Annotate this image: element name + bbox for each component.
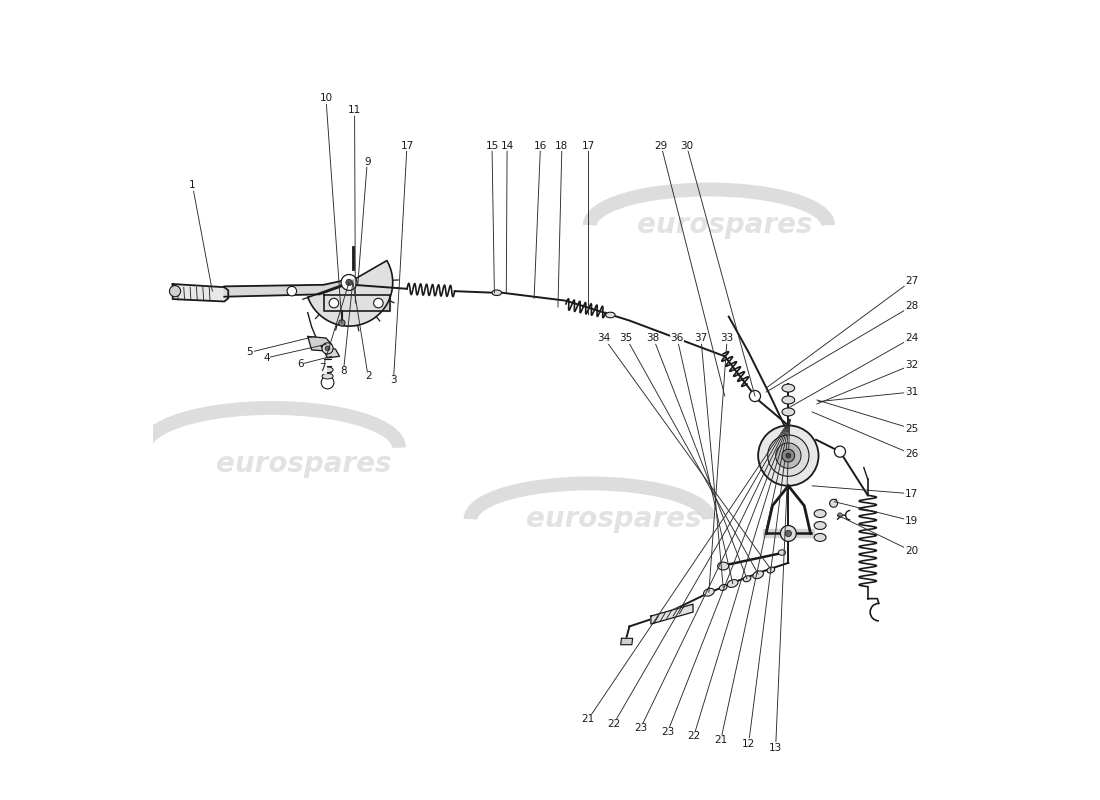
Polygon shape [323,295,389,311]
Ellipse shape [492,290,502,295]
Ellipse shape [814,522,826,530]
Text: 19: 19 [905,516,918,526]
Text: 17: 17 [905,489,918,498]
Text: 17: 17 [582,141,595,150]
Circle shape [835,446,846,457]
Ellipse shape [782,384,794,392]
Ellipse shape [719,585,727,590]
Ellipse shape [782,396,794,404]
Text: 1: 1 [189,181,196,190]
Circle shape [785,530,792,537]
Text: 16: 16 [534,141,547,150]
Ellipse shape [779,550,785,555]
Circle shape [326,346,330,350]
Text: 14: 14 [500,141,514,150]
Circle shape [768,435,808,476]
Text: 33: 33 [720,333,734,343]
Ellipse shape [727,580,738,587]
Ellipse shape [814,534,826,542]
Circle shape [782,450,794,462]
Text: 35: 35 [619,333,632,343]
Circle shape [321,376,334,389]
Polygon shape [763,530,814,538]
Ellipse shape [767,567,774,573]
Text: 10: 10 [319,93,332,103]
Circle shape [780,526,796,542]
Text: 17: 17 [400,141,414,150]
Text: 9: 9 [364,157,371,166]
Text: 37: 37 [694,333,707,343]
Text: 11: 11 [348,105,361,115]
Circle shape [829,499,837,507]
Text: 5: 5 [246,347,253,358]
Ellipse shape [752,571,763,578]
Text: 6: 6 [297,359,304,370]
Circle shape [749,390,760,402]
Text: 23: 23 [634,723,647,733]
Text: 23: 23 [661,727,674,737]
Text: 15: 15 [485,141,498,150]
Ellipse shape [782,408,794,416]
Ellipse shape [606,312,615,318]
Ellipse shape [814,510,826,518]
Text: 22: 22 [607,719,620,729]
Circle shape [287,286,297,296]
Polygon shape [321,346,340,358]
Polygon shape [224,281,349,297]
Ellipse shape [704,588,714,596]
Text: 21: 21 [582,714,595,724]
Polygon shape [620,638,632,645]
Text: 21: 21 [714,735,727,745]
Text: 8: 8 [340,366,346,376]
Ellipse shape [322,374,333,379]
Text: 25: 25 [905,423,918,434]
Circle shape [374,298,383,308]
Circle shape [758,426,818,486]
Text: 31: 31 [905,387,918,397]
Polygon shape [308,337,331,350]
Text: eurospares: eurospares [216,450,392,478]
Circle shape [786,454,791,458]
Text: 20: 20 [905,546,918,556]
Circle shape [341,274,358,290]
Text: 12: 12 [742,739,756,749]
Text: 38: 38 [647,333,660,343]
Ellipse shape [744,576,751,582]
Text: 7: 7 [319,363,326,374]
Text: 22: 22 [688,731,701,741]
Circle shape [329,298,339,308]
Text: 24: 24 [905,333,918,343]
Text: 26: 26 [905,449,918,459]
Polygon shape [651,604,693,624]
Ellipse shape [717,562,729,570]
Circle shape [339,320,345,326]
Text: 28: 28 [905,302,918,311]
Text: 29: 29 [654,141,668,150]
Text: 3: 3 [390,375,397,385]
Circle shape [169,286,180,297]
Text: eurospares: eurospares [526,505,702,533]
Text: 13: 13 [769,743,782,753]
Text: 30: 30 [680,141,693,150]
Ellipse shape [322,367,333,373]
Circle shape [837,513,843,518]
Polygon shape [308,261,393,326]
Circle shape [776,443,801,468]
Text: 27: 27 [905,276,918,286]
Circle shape [345,279,352,286]
Polygon shape [173,284,229,302]
Text: 36: 36 [671,333,684,343]
Text: 4: 4 [263,353,270,363]
Text: 34: 34 [597,333,611,343]
Text: eurospares: eurospares [637,211,813,239]
Circle shape [322,342,333,354]
Text: 2: 2 [365,371,372,381]
Text: 18: 18 [556,141,569,150]
Text: 32: 32 [905,360,918,370]
